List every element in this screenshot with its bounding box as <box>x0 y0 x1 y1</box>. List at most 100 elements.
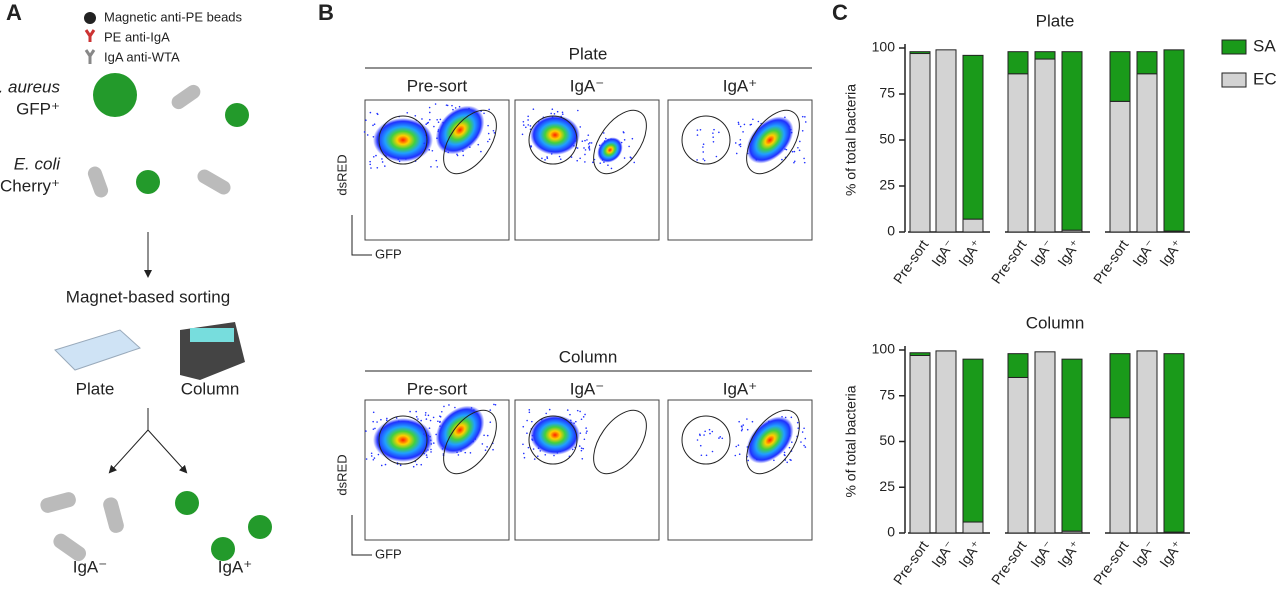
event-dot <box>370 455 373 457</box>
event-dot <box>702 143 705 145</box>
event-dot <box>599 162 602 164</box>
event-dot <box>711 450 714 453</box>
legend-label: EC <box>1253 69 1277 88</box>
event-dot <box>788 446 791 449</box>
event-dot <box>797 146 799 149</box>
density <box>435 105 485 155</box>
x-tick-label: IgA⁺ <box>1156 237 1185 269</box>
event-dot <box>372 420 374 423</box>
event-dot <box>628 145 630 148</box>
event-dot <box>737 444 740 446</box>
event-dot <box>386 417 388 420</box>
bar-segment <box>1163 49 1185 232</box>
event-dot <box>801 431 804 433</box>
event-dot <box>747 459 750 462</box>
plate-icon <box>54 329 141 371</box>
event-dot <box>428 111 431 114</box>
event-dot <box>423 142 426 145</box>
event-dot <box>385 419 388 422</box>
event-dot <box>372 411 375 414</box>
event-dot <box>610 167 613 170</box>
event-dot <box>409 410 411 413</box>
event-dot <box>372 458 375 461</box>
event-dot <box>415 416 418 418</box>
event-dot <box>363 131 366 133</box>
column-icon <box>190 328 234 342</box>
event-dot <box>588 145 591 148</box>
event-dot <box>791 150 794 153</box>
arrow <box>147 429 188 474</box>
event-dot <box>738 144 741 146</box>
event-dot <box>429 419 432 422</box>
event-dot <box>451 104 453 107</box>
chart-title: Plate <box>1036 11 1075 30</box>
event-dot <box>488 138 491 141</box>
event-dot <box>804 121 807 123</box>
event-dot <box>570 156 573 158</box>
event-dot <box>704 430 706 433</box>
event-dot <box>548 408 551 411</box>
y-axis-label: dsRED <box>334 154 349 195</box>
event-dot <box>412 465 415 468</box>
event-dot <box>699 444 702 447</box>
y-tick-label: 25 <box>879 177 895 193</box>
panel-label: A <box>6 0 22 25</box>
event-dot <box>483 112 485 115</box>
event-dot <box>420 419 422 422</box>
density <box>373 118 433 162</box>
x-tick-label: Pre-sort <box>988 237 1030 287</box>
iga-icon <box>84 49 96 64</box>
event-dot <box>579 126 582 128</box>
bar-segment <box>962 521 984 534</box>
event-dot <box>527 124 530 126</box>
event-dot <box>528 411 531 414</box>
event-dot <box>575 420 577 423</box>
event-dot <box>803 427 805 430</box>
event-dot <box>580 449 583 452</box>
panel-label: C <box>832 0 848 25</box>
event-dot <box>584 153 586 156</box>
column-header: Pre-sort <box>407 76 468 95</box>
gate <box>378 115 428 165</box>
x-axis-label: GFP <box>375 246 402 261</box>
event-dot <box>743 123 746 126</box>
x-tick-label: IgA⁻ <box>1129 538 1158 570</box>
bar-segment <box>909 51 931 55</box>
event-dot <box>477 143 480 146</box>
event-dot <box>374 427 376 430</box>
event-dot <box>428 427 431 429</box>
event-dot <box>742 424 745 426</box>
event-dot <box>489 409 492 411</box>
event-dot <box>741 428 744 431</box>
event-dot <box>786 461 788 464</box>
event-dot <box>576 159 579 162</box>
event-dot <box>576 147 579 149</box>
event-dot <box>544 159 546 161</box>
event-dot <box>578 445 581 447</box>
event-dot <box>702 146 704 148</box>
plot-title: Plate <box>569 44 608 63</box>
event-dot <box>372 428 375 430</box>
event-dot <box>484 449 487 452</box>
event-dot <box>370 452 373 455</box>
event-dot <box>428 106 431 109</box>
event-dot <box>369 111 372 114</box>
event-dot <box>607 164 609 167</box>
x-tick-label: IgA⁺ <box>1054 538 1083 570</box>
event-dot <box>436 119 438 121</box>
event-dot <box>521 133 524 136</box>
e-coli-icon <box>103 497 124 533</box>
x-tick-label: IgA⁺ <box>1054 237 1083 269</box>
gate <box>746 409 800 475</box>
event-dot <box>734 142 737 144</box>
event-dot <box>696 129 699 131</box>
gate <box>681 115 731 165</box>
bar-segment <box>1007 376 1029 534</box>
event-dot <box>439 118 442 121</box>
event-dot <box>623 139 626 141</box>
event-dot <box>430 165 432 168</box>
event-dot <box>489 421 492 423</box>
event-dot <box>522 452 525 455</box>
event-dot <box>426 456 428 459</box>
